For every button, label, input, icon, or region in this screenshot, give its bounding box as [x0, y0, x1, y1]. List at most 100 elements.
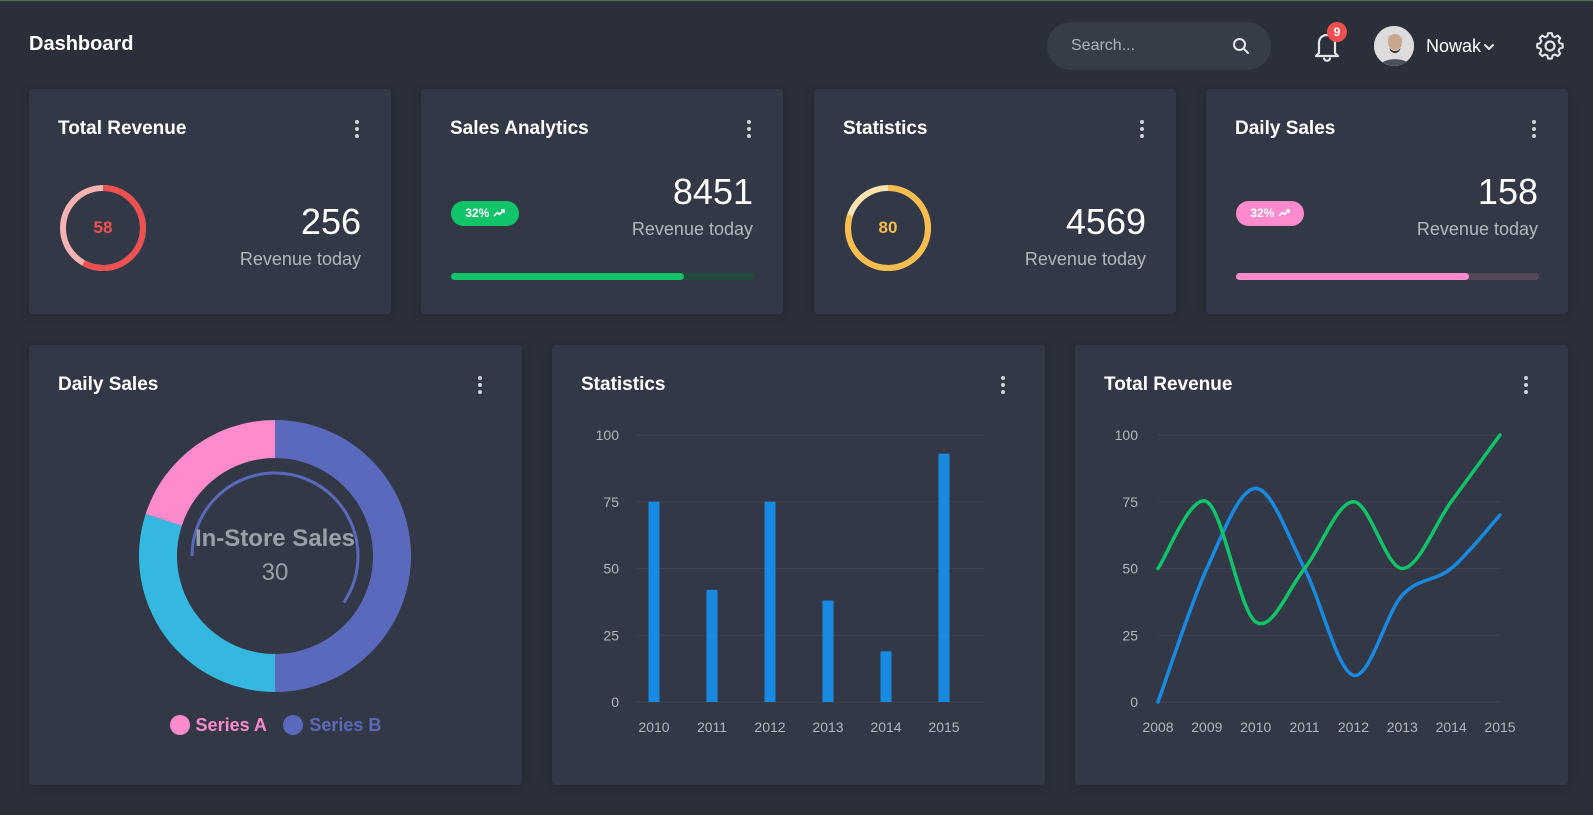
x-tick-label: 2012 [1338, 719, 1369, 735]
top-bar: Dashboard 9 Nowak [0, 1, 1593, 89]
bar-2014[interactable] [880, 651, 892, 702]
x-tick-label: 2014 [870, 719, 901, 735]
line-chart: 0 25 50 75 100 2008 2009 2010 2011 2012 2013 2014 20… [1115, 427, 1516, 735]
page-title: Dashboard [29, 33, 134, 55]
donut-chart: In-Store Sales 30 [139, 420, 411, 692]
stat-value: 4569 [1065, 201, 1146, 242]
x-tick-label: 2011 [1290, 719, 1320, 735]
more-options-icon[interactable] [995, 373, 1011, 397]
growth-badge: 32% [451, 201, 519, 226]
y-tick-label: 75 [603, 494, 619, 510]
search-icon[interactable] [1231, 36, 1251, 56]
x-tick-label: 2010 [1240, 719, 1271, 735]
bar-2015[interactable] [938, 453, 950, 702]
stat-label: Revenue today [631, 219, 753, 239]
stat-label: Revenue today [1416, 219, 1538, 239]
y-tick-label: 0 [611, 694, 619, 710]
card-title: Total Revenue [58, 118, 187, 139]
donut-slice-series-b[interactable] [275, 420, 411, 692]
more-options-icon[interactable] [1518, 373, 1534, 397]
card-title: Statistics [843, 118, 928, 139]
card-title: Sales Analytics [450, 118, 589, 139]
trending-up-icon [493, 209, 505, 217]
panel-title: Daily Sales [58, 374, 159, 395]
more-options-icon[interactable] [1134, 117, 1150, 141]
legend-label: Series B [309, 715, 382, 735]
avatar-image [1374, 26, 1414, 66]
sales-analytics-card: Sales Analytics 32% 8451 Revenue today [421, 89, 783, 314]
bar-2013[interactable] [822, 600, 834, 702]
progress-ring [60, 185, 146, 271]
donut-slice-in-store-sales[interactable] [139, 513, 275, 692]
x-tick-label: 2012 [754, 719, 785, 735]
line-series-1[interactable] [1156, 486, 1502, 704]
y-tick-label: 50 [1122, 561, 1138, 577]
y-tick-label: 100 [596, 427, 620, 443]
stat-value: 8451 [672, 171, 753, 212]
donut-center-label: In-Store Sales [195, 525, 355, 552]
total-revenue-line-panel: Total Revenue 0 25 50 75 100 2008 2009 2010 2011… [1075, 345, 1568, 785]
daily-sales-card: Daily Sales 32% 158 Revenue today [1206, 89, 1568, 314]
x-tick-label: 2015 [1484, 719, 1515, 735]
stat-value: 256 [300, 201, 361, 242]
badge-text: 32% [465, 206, 490, 220]
search-input[interactable] [1071, 22, 1231, 70]
bar-2012[interactable] [764, 501, 776, 702]
x-tick-label: 2008 [1142, 719, 1173, 735]
legend-swatch [169, 715, 190, 735]
y-tick-label: 25 [603, 627, 619, 643]
donut-slice-series-a[interactable] [145, 420, 275, 526]
x-tick-label: 2010 [638, 719, 669, 735]
progress-bar [1236, 273, 1539, 280]
x-tick-label: 2013 [812, 719, 843, 735]
daily-sales-donut-panel: Daily Sales In-Store Sales 30 Series A S… [29, 345, 522, 785]
user-name: Nowak [1426, 36, 1482, 56]
chevron-down-icon[interactable] [1482, 40, 1496, 54]
progress-fill [1236, 273, 1470, 280]
ring-value: 58 [93, 218, 113, 237]
panel-title: Total Revenue [1104, 374, 1233, 395]
more-options-icon[interactable] [741, 117, 757, 141]
y-tick-label: 25 [1122, 627, 1138, 643]
card-title: Daily Sales [1235, 118, 1336, 139]
legend-label: Series A [195, 715, 267, 735]
more-options-icon[interactable] [349, 117, 365, 141]
x-tick-label: 2013 [1387, 719, 1418, 735]
ring-value: 80 [878, 218, 898, 237]
total-revenue-card: Total Revenue 58 256 Revenue today [29, 89, 391, 314]
legend-item-series-a[interactable]: Series A [169, 715, 267, 736]
bar-2010[interactable] [648, 501, 660, 702]
more-options-icon[interactable] [472, 373, 488, 397]
notification-count-badge: 9 [1327, 22, 1347, 42]
stat-label: Revenue today [1024, 249, 1146, 269]
x-tick-label: 2009 [1191, 719, 1222, 735]
legend-item-series-b[interactable]: Series B [283, 715, 381, 736]
y-tick-label: 0 [1130, 694, 1138, 710]
more-options-icon[interactable] [1526, 117, 1542, 141]
y-tick-label: 50 [603, 561, 619, 577]
bar-2011[interactable] [706, 589, 718, 702]
panel-title: Statistics [581, 374, 666, 395]
avatar[interactable] [1374, 26, 1414, 66]
stat-value: 158 [1477, 171, 1538, 212]
stat-label: Revenue today [239, 249, 361, 269]
badge-text: 32% [1250, 206, 1275, 220]
line-series-2[interactable] [1156, 433, 1502, 626]
statistics-bar-panel: Statistics 0 25 50 75 100 2010 2011 2012 2013 201… [552, 345, 1045, 785]
y-tick-label: 75 [1122, 494, 1138, 510]
gear-icon[interactable] [1536, 32, 1564, 60]
progress-ring [845, 185, 931, 271]
trending-up-icon [1278, 209, 1290, 217]
chart-legend: Series A Series B [29, 715, 522, 736]
x-tick-label: 2015 [928, 719, 959, 735]
legend-swatch [283, 715, 304, 735]
statistics-card: Statistics 80 4569 Revenue today [814, 89, 1176, 314]
progress-bar [451, 273, 754, 280]
progress-fill [451, 273, 685, 280]
donut-center-value: 30 [262, 559, 289, 586]
search-box[interactable] [1047, 22, 1271, 70]
growth-badge: 32% [1236, 201, 1304, 226]
x-tick-label: 2011 [697, 719, 727, 735]
y-tick-label: 100 [1115, 427, 1139, 443]
bar-chart: 0 25 50 75 100 2010 2011 2012 2013 2014 2015 [596, 427, 985, 735]
